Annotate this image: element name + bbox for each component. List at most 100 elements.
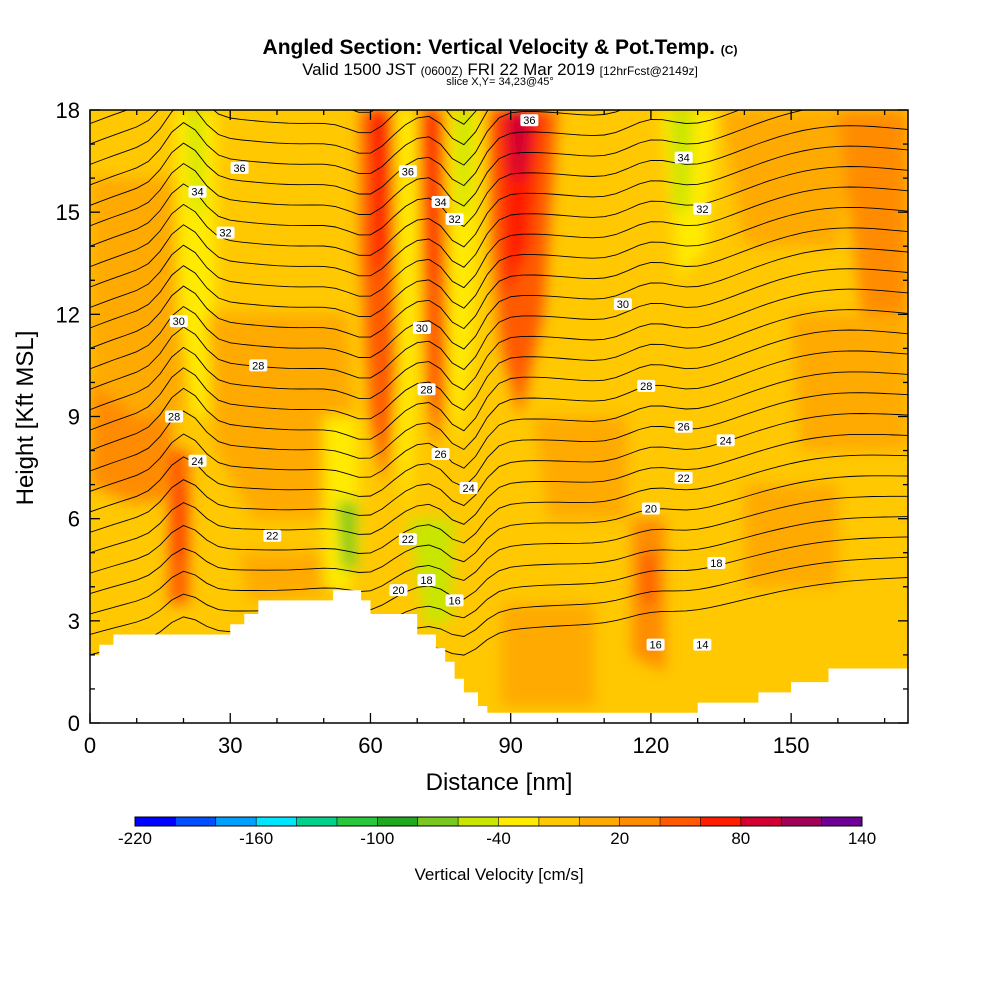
contour-label-box (249, 359, 268, 372)
isentrope-line (90, 516, 908, 635)
contour-label: 28 (417, 383, 436, 396)
contour-label-text: 22 (266, 531, 278, 543)
field-warm-right (837, 110, 908, 315)
field-warm-upper-left (90, 178, 193, 417)
contour-label-box (398, 533, 417, 546)
contour-label-box (431, 195, 450, 208)
contour-label: 34 (431, 195, 450, 209)
isentrope-line (90, 110, 477, 145)
field-downdraft-68nm (393, 110, 418, 519)
contour-label-box (230, 161, 249, 174)
isentrope-line (90, 475, 908, 595)
contour-label-box (674, 420, 693, 433)
contour-label: 36 (520, 114, 539, 127)
contour-label-box (716, 434, 735, 447)
field-downdraft-80nm-core (454, 110, 474, 213)
contour-label-box (613, 298, 632, 311)
colorbar-label: 80 (731, 829, 750, 848)
contour-label-text: 16 (448, 595, 460, 607)
x-axis: 0 30 60 90 120 150 (84, 110, 886, 758)
contour-label-box (216, 226, 235, 239)
colorbar-swatch (498, 817, 540, 826)
contour-label-text: 24 (191, 456, 203, 468)
y-tick-label: 9 (68, 405, 80, 430)
contour-label-text: 20 (645, 503, 657, 515)
contour-label-box (674, 471, 693, 484)
x-tick-label: 150 (773, 733, 810, 758)
contour-label-box (188, 185, 207, 198)
chart-subtitle: Valid 1500 JST (0600Z) FRI 22 Mar 2019 [… (0, 60, 1000, 80)
isentrope-line (90, 125, 908, 247)
x-tick-label: 60 (358, 733, 382, 758)
contour-label-text: 18 (420, 575, 432, 587)
isentrope-line (90, 392, 908, 513)
forecast-label: [12hrFcst@2149z] (599, 64, 698, 78)
field-warm-low-95nm (501, 603, 595, 706)
x-tick-label: 30 (218, 733, 242, 758)
vertical-velocity-field (90, 110, 908, 706)
contour-label-box (188, 454, 207, 467)
contour-label-text: 26 (434, 449, 446, 461)
field-warm-right-mid (791, 314, 908, 451)
colorbar-label: -220 (118, 829, 152, 848)
colorbar-label: -160 (239, 829, 273, 848)
contour-label: 24 (459, 482, 478, 495)
isentrope-line (90, 110, 806, 227)
y-tick-label: 6 (68, 507, 80, 532)
x-tick-label: 120 (633, 733, 670, 758)
contour-label-box (641, 502, 660, 515)
contour-label-text: 24 (462, 483, 474, 495)
isentrope-line (90, 495, 908, 615)
colorbar-swatch (256, 817, 297, 826)
colorbar-swatch (377, 817, 419, 826)
contour-label: 22 (263, 529, 282, 543)
isentrope-line (90, 110, 376, 125)
contour-label-text: 30 (416, 323, 428, 335)
x-tick-label: 0 (84, 733, 96, 758)
contour-label: 36 (230, 161, 249, 175)
contour-label: 34 (188, 185, 207, 199)
contour-label-text: 36 (523, 115, 535, 127)
isentrope-line (90, 371, 908, 492)
field-warm-mid-100nm (534, 416, 628, 519)
contour-label: 18 (707, 556, 726, 570)
colorbar-swatch (619, 817, 661, 826)
contour-label: 30 (613, 298, 632, 311)
contour-label-text: 32 (696, 204, 708, 216)
contour-label: 18 (417, 573, 436, 587)
isentrope-line (90, 110, 622, 186)
contour-label: 30 (169, 315, 188, 328)
isentrope-line (90, 145, 908, 268)
contour-label: 16 (646, 638, 665, 652)
y-tick-label: 12 (56, 302, 80, 327)
contour-label-text: 26 (678, 422, 690, 434)
contour-label: 24 (716, 434, 735, 447)
contour-label-text: 28 (168, 412, 180, 424)
field-downdraft-55nm-core (337, 501, 357, 570)
contour-label-box (263, 529, 282, 542)
field-warm-low-45nm (239, 552, 334, 601)
isentrope-line (90, 247, 908, 370)
contour-label: 32 (693, 202, 712, 216)
contour-label-box (693, 638, 712, 651)
contour-label: 28 (249, 359, 268, 372)
contour-label: 28 (637, 379, 656, 393)
contour-label-box (412, 321, 431, 334)
valid-utc: (0600Z) (420, 64, 463, 78)
colorbar-swatch (135, 817, 176, 826)
contour-label-text: 34 (434, 197, 446, 209)
contour-label: 36 (398, 165, 417, 178)
contour-label-text: 36 (233, 163, 245, 175)
plot-area: 3634323028282422363432302826242220181636… (90, 110, 908, 723)
contour-label: 34 (674, 151, 693, 165)
isentrope-line (90, 288, 908, 411)
isentrope-line (90, 536, 908, 656)
contour-label-box (398, 165, 417, 178)
isentrope-line (90, 350, 908, 472)
contour-label-box (520, 114, 539, 127)
field-updraft-20nm-core (176, 484, 184, 560)
contour-label-box (693, 202, 712, 215)
y-tick-label: 0 (68, 711, 80, 736)
isentrope-line (90, 433, 908, 554)
contour-label-box (431, 447, 450, 460)
